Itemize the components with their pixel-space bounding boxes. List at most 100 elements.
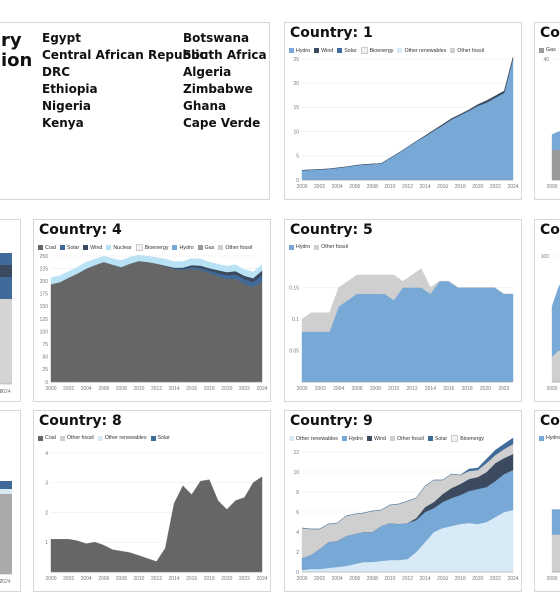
y-tick-label: 100 <box>541 254 550 260</box>
chart-panel-partial-right-1: Cou Gas 40 2000 <box>534 22 560 200</box>
x-tick-label: 2000 <box>296 576 307 582</box>
series-area-solar <box>301 437 514 530</box>
x-tick-label: 2022 <box>498 386 509 392</box>
country-item: Nigeria <box>42 99 92 113</box>
header-panel: ry ion Egypt Central African Republic DR… <box>0 22 270 200</box>
legend-swatch <box>59 245 65 250</box>
country-item: DRC <box>42 65 71 79</box>
chart-legend: Hydro Wind Solar Bioenergy Other renewables O… <box>289 47 484 54</box>
area-segment <box>0 489 12 494</box>
legend-label: Hydro <box>348 435 363 442</box>
legend-item: Solar <box>427 436 447 442</box>
y-tick-label: 0 <box>45 380 48 386</box>
area-segment <box>0 494 12 574</box>
chart-title: Cou <box>540 25 560 41</box>
series-area-hydro <box>551 284 560 358</box>
x-tick-label: 2020 <box>0 389 3 395</box>
legend-label: Hydro <box>546 435 560 441</box>
legend-item: Other renewables <box>289 436 338 442</box>
legend-label: Solar <box>344 47 357 54</box>
y-tick-label: 2 <box>296 550 299 556</box>
x-tick-label: 2024 <box>256 386 267 392</box>
legend-label: Hydro <box>296 47 311 54</box>
x-tick-label: 2018 <box>204 386 215 392</box>
header-title-line1: ry <box>1 30 22 51</box>
legend-swatch <box>197 245 203 250</box>
legend-label: Gas <box>204 244 215 251</box>
x-tick-label: 2000 <box>45 576 56 582</box>
y-tick-label: 0 <box>296 178 299 184</box>
legend-label: Coal <box>45 435 56 441</box>
x-tick-label: 2022 <box>239 576 250 582</box>
x-tick-label: 2016 <box>437 576 448 582</box>
x-tick-label: 2006 <box>351 386 362 392</box>
chart-svg: 0.05 0.1 0.15 2000 2002 2004 2006 2008 2010 2012 2… <box>289 268 514 392</box>
x-tick-label: 2012 <box>151 386 162 392</box>
x-tick-label: 2010 <box>133 386 144 392</box>
chart-title: Country: 8 <box>39 413 122 429</box>
chart-title: Country: 5 <box>290 222 373 238</box>
x-tick-label: 2002 <box>314 576 325 582</box>
x-tick-label: 2000 <box>45 386 56 392</box>
chart-svg: 0 5 10 15 20 25 2000 2002 2004 2006 2008 2010 2012 20… <box>293 57 518 190</box>
y-tick-label: 3 <box>45 481 48 487</box>
series-area-hydro <box>551 131 560 150</box>
y-tick-label: 40 <box>543 57 549 63</box>
legend-swatch <box>38 435 43 441</box>
x-tick-label: 2012 <box>402 576 413 582</box>
chart-svg: 2000 <box>546 509 560 582</box>
area-segment <box>0 265 12 277</box>
legend-item: Other fossil <box>450 48 484 54</box>
y-tick-label: 12 <box>293 450 299 456</box>
x-tick-label: 2012 <box>407 386 418 392</box>
country-list-left: Egypt Central African Republic DRC Ethio… <box>42 30 206 132</box>
legend-swatch <box>97 435 103 441</box>
country-item: Algeria <box>183 65 232 79</box>
y-tick-label: 10 <box>293 470 299 476</box>
country-item: Cape Verde <box>183 116 261 130</box>
y-tick-label: 250 <box>40 254 49 260</box>
legend-item: Gas <box>539 47 556 53</box>
x-tick-label: 2008 <box>367 184 378 190</box>
legend-swatch <box>106 245 112 250</box>
legend-swatch <box>451 435 459 442</box>
legend-item: Other fossil <box>314 244 348 250</box>
country-item: Ethiopia <box>42 82 98 96</box>
x-tick-label: 2002 <box>314 184 325 190</box>
y-tick-label: 5 <box>296 154 299 160</box>
legend-item: Hydro <box>289 244 310 250</box>
legend-item: Hydro <box>341 435 363 442</box>
chart-title: Country: 4 <box>39 222 122 238</box>
y-tick-label: 4 <box>45 451 48 457</box>
chart-panel-country-4: Country: 4 Coal Solar Wind Nuclear Bioenergy H… <box>33 219 271 402</box>
y-tick-label: 6 <box>296 510 299 516</box>
legend-item: Other renewables <box>97 435 147 441</box>
y-tick-label: 4 <box>296 530 299 536</box>
x-tick-label: 2006 <box>349 184 360 190</box>
x-tick-label: 2002 <box>63 386 74 392</box>
x-tick-label: 2000 <box>546 184 557 190</box>
legend-swatch <box>314 244 320 250</box>
x-tick-label: 2016 <box>186 386 197 392</box>
legend-item: Solar <box>337 47 357 54</box>
chart-legend: Coal Other fossil Other renewables Solar <box>38 435 170 441</box>
x-tick-label: 2004 <box>81 386 92 392</box>
x-tick-label: 2008 <box>370 386 381 392</box>
x-tick-label: 2006 <box>98 386 109 392</box>
country-item: Botswana <box>183 31 250 45</box>
x-tick-label: 2024 <box>0 389 11 395</box>
legend-label: Coal <box>45 244 56 251</box>
chart-legend: Hydro <box>539 435 560 441</box>
y-tick-label: 0.05 <box>289 348 299 354</box>
chart-panel-partial-left-1: 20202024 <box>0 219 21 402</box>
legend-swatch <box>390 436 396 441</box>
x-tick-label: 2012 <box>151 576 162 582</box>
x-tick-label: 2010 <box>384 576 395 582</box>
legend-label: Other renewables <box>296 435 338 442</box>
chart-svg: 0 25 50 75 100 125 150 175 200 225 250 2000 2002 2004… <box>40 254 268 392</box>
series-area-other-fossil <box>551 534 560 573</box>
area-segment <box>0 481 12 489</box>
x-tick-label: 2008 <box>367 576 378 582</box>
x-tick-label: 2004 <box>81 576 92 582</box>
chart-panel-country-1: Country: 1 Hydro Wind Solar Bioenergy Other r… <box>284 22 522 200</box>
